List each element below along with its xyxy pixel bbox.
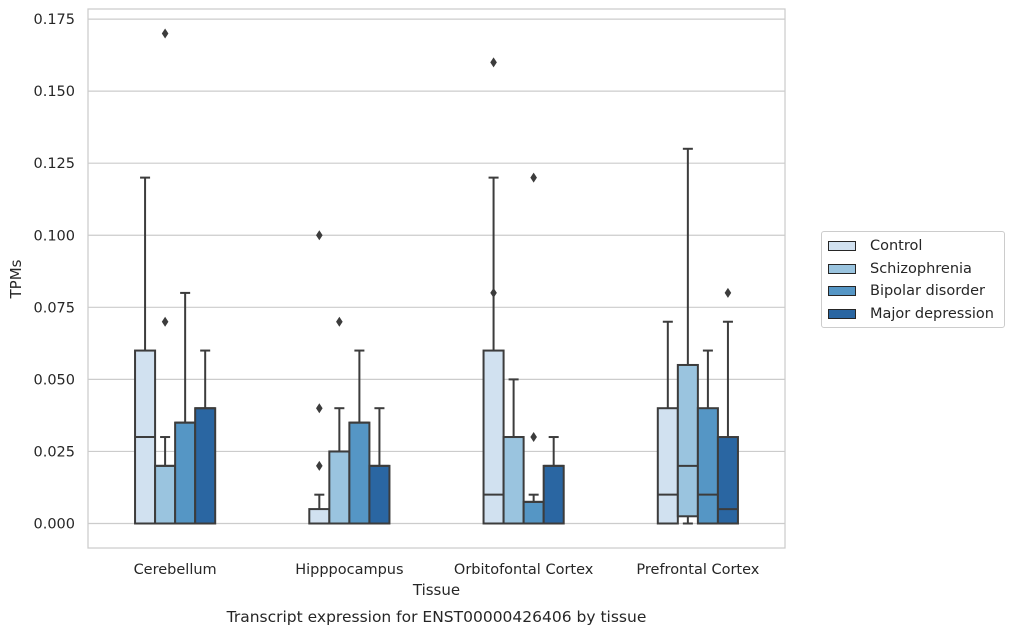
box-body (174, 421, 197, 525)
outlier-point (530, 432, 537, 443)
box-control (134, 176, 157, 525)
box-control (308, 230, 331, 525)
legend: Control Schizophrenia Bipolar disorder Majo… (821, 231, 1005, 328)
box-elements (134, 28, 739, 525)
legend-label: Major depression (870, 305, 994, 322)
legend-swatch (828, 286, 856, 297)
box-schizophrenia (502, 378, 525, 525)
y-tick-label: 0.025 (33, 444, 75, 460)
y-tick-label: 0.075 (33, 300, 75, 316)
box-body (716, 436, 739, 525)
box-body (308, 508, 331, 525)
legend-label: Schizophrenia (870, 260, 972, 277)
box-body (542, 464, 565, 525)
box-schizophrenia (328, 316, 351, 525)
box-body (154, 464, 177, 525)
outlier-point (316, 230, 323, 241)
box-body (194, 407, 217, 525)
box-control (482, 57, 505, 525)
outlier-point (724, 287, 732, 298)
y-tick-labels: 0.000 0.025 0.050 0.075 0.100 0.125 0.150 0.175 (33, 12, 75, 532)
box-body (696, 407, 719, 525)
plot-area (87, 8, 786, 549)
box-major-depression (716, 287, 739, 525)
x-tick-label: Cerebellum (134, 562, 217, 578)
box-body (368, 464, 391, 525)
legend-item: Control (822, 235, 1004, 258)
x-tick-label: Orbitofontal Cortex (454, 562, 594, 578)
box-body (348, 421, 371, 525)
y-tick-label: 0.000 (33, 517, 75, 533)
box-schizophrenia (676, 147, 699, 525)
box-body (328, 450, 351, 525)
box-control (656, 320, 679, 525)
outlier-point (336, 316, 343, 327)
box-major-depression (542, 436, 565, 525)
box-body (676, 363, 699, 518)
legend-item: Major depression (822, 303, 1004, 326)
y-tick-label: 0.175 (33, 12, 75, 28)
legend-swatch (828, 308, 856, 319)
legend-swatch (828, 263, 856, 274)
outlier-point (316, 403, 323, 414)
outlier-point (161, 316, 169, 327)
legend-label: Bipolar disorder (870, 283, 985, 300)
box-body (522, 500, 545, 525)
box-bipolar-disorder (174, 291, 197, 525)
outlier-point (530, 172, 537, 183)
y-tick-label: 0.150 (33, 84, 75, 100)
box-bipolar-disorder (696, 349, 719, 525)
y-tick-label: 0.050 (33, 372, 75, 388)
x-tick-label: Hipppocampus (295, 562, 403, 578)
outlier-point (161, 28, 169, 39)
box-major-depression (194, 349, 217, 525)
legend-item: Bipolar disorder (822, 280, 1004, 303)
outlier-point (316, 460, 323, 471)
y-axis-label: TPMs (7, 259, 25, 299)
box-major-depression (368, 407, 391, 525)
x-tick-labels: Cerebellum Hipppocampus Orbitofontal Corte… (134, 562, 760, 578)
x-axis-label: Tissue (412, 581, 460, 599)
y-tick-label: 0.100 (33, 228, 75, 244)
box-body (502, 436, 525, 525)
box-body (656, 407, 679, 525)
box-body (482, 349, 505, 525)
outlier-point (490, 57, 497, 68)
y-tick-label: 0.125 (33, 156, 75, 172)
box-bipolar-disorder (522, 172, 545, 525)
legend-label: Control (870, 238, 923, 255)
x-tick-label: Prefrontal Cortex (636, 562, 759, 578)
legend-item: Schizophrenia (822, 258, 1004, 281)
box-bipolar-disorder (348, 349, 371, 525)
box-schizophrenia (154, 28, 177, 525)
legend-swatch (828, 241, 856, 252)
outlier-point (490, 287, 497, 298)
chart-title: Transcript expression for ENST0000042640… (226, 608, 647, 626)
